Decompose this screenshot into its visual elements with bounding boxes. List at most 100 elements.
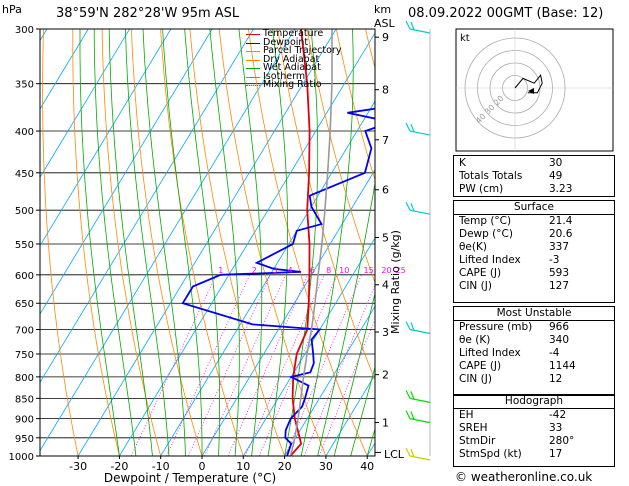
series-dewpoint <box>181 107 375 456</box>
wind-barb <box>409 28 431 34</box>
wind-barb-flag <box>405 201 411 211</box>
mu-value: 12 <box>549 373 563 385</box>
pressure-tick-label: 900 <box>15 415 34 426</box>
dry-adiabat-line <box>189 29 285 456</box>
surface-label: Dewp (°C) <box>459 228 513 240</box>
temperature-tick-label: 40 <box>360 460 374 473</box>
hodo-row: StmSpd (kt) 17 <box>454 448 614 461</box>
mu-value: 1144 <box>549 360 576 372</box>
mu-row: θe (K) 340 <box>454 334 614 347</box>
legend-label: Temperature <box>263 28 324 39</box>
wet-adiabat-line <box>108 29 153 456</box>
wind-barb-flag <box>410 448 415 458</box>
mixing-ratio-label: 8 <box>326 266 331 275</box>
isotherm-line <box>160 100 375 456</box>
legend-label: Dry Adiabat <box>263 53 320 65</box>
mixing-ratio-label: 2 <box>252 266 257 275</box>
index-value: 30 <box>549 157 563 169</box>
surface-title: Surface <box>513 201 554 213</box>
pressure-tick-label: 600 <box>15 271 34 282</box>
hodo-value: -42 <box>549 409 567 421</box>
km-tick-label: 5 <box>382 231 389 244</box>
most-unstable-box: Most Unstable Pressure (mb) 966 θe (K) 340… <box>453 306 615 396</box>
dry-adiabat-line <box>306 29 375 284</box>
legend-label: Mixing Ratio <box>263 79 322 90</box>
plot-frame <box>39 28 376 457</box>
isotherm-line <box>40 29 172 247</box>
isotherm-line <box>77 29 337 456</box>
legend-swatch <box>246 76 260 78</box>
credit-text: © weatheronline.co.uk <box>455 470 593 484</box>
isotherm-line <box>40 29 89 110</box>
mixing-ratio-label: 20 <box>381 266 391 275</box>
legend-swatch <box>246 42 260 44</box>
surface-row: Dewp (°C) 20.6 <box>454 228 614 241</box>
wet-adiabat-line <box>350 365 375 456</box>
index-label: K <box>459 157 466 169</box>
legend-swatch <box>246 51 260 52</box>
pressure-tick-label: 750 <box>15 350 34 361</box>
dry-adiabat-line <box>42 29 79 456</box>
series-temperature <box>289 29 311 456</box>
surface-label: CIN (J) <box>459 280 492 292</box>
hodo-label: StmSpd (kt) <box>459 448 522 460</box>
wind-barbs <box>405 20 431 461</box>
wind-barb-flag <box>410 21 415 31</box>
indices-box: K 30 Totals Totals 49 PW (cm) 3.23 <box>453 155 615 197</box>
surface-row: Temp (°C) 21.4 <box>454 215 614 228</box>
surface-value: 21.4 <box>549 215 573 227</box>
mixing-ratio-line <box>284 274 362 456</box>
dry-adiabat-line <box>131 29 203 456</box>
wind-barb <box>409 328 431 335</box>
legend-label: Isotherm <box>263 70 306 82</box>
mu-row: Lifted Index -4 <box>454 347 614 360</box>
mixing-ratio-label: 1 <box>218 266 223 275</box>
pressure-tick-label: 350 <box>15 80 34 91</box>
wind-barb <box>409 455 431 461</box>
wind-barb <box>409 397 431 403</box>
wind-barb-flag <box>410 391 415 400</box>
mu-value: 340 <box>549 334 570 346</box>
hodo-value: 17 <box>549 448 563 460</box>
wind-barb-flag <box>410 123 415 133</box>
mu-label: Pressure (mb) <box>459 321 533 333</box>
wind-barb-flag <box>410 411 415 420</box>
station-location: 38°59'N 282°28'W 95m ASL <box>56 6 240 21</box>
temperature-tick-label: -20 <box>110 460 128 473</box>
index-row: Totals Totals 49 <box>454 170 614 183</box>
wet-adiabat-line <box>300 29 354 456</box>
dry-adiabat-line <box>101 29 162 456</box>
isotherm-line <box>201 168 375 456</box>
wind-barb-flag <box>405 20 411 30</box>
mixing-ratio-label: 3 <box>272 266 277 275</box>
wind-barb-flag <box>405 410 411 419</box>
mu-label: CAPE (J) <box>459 360 502 372</box>
wet-adiabat-line <box>267 29 288 456</box>
dry-adiabat-line <box>277 29 375 381</box>
legend-swatch <box>246 34 260 35</box>
mu-row: CIN (J) 12 <box>454 373 614 386</box>
km-tick-label: 8 <box>382 84 389 97</box>
mixing-ratio-label: 6 <box>310 266 315 275</box>
wet-adiabat-line <box>79 29 120 456</box>
hodo-label: EH <box>459 409 474 421</box>
mu-label: CIN (J) <box>459 373 492 385</box>
surface-value: -3 <box>549 254 560 266</box>
wet-adiabat-line <box>238 29 263 456</box>
mu-row: CAPE (J) 1144 <box>454 360 614 373</box>
mu-value: 966 <box>549 321 570 333</box>
hodo-value: 33 <box>549 422 563 434</box>
surface-value: 337 <box>549 241 570 253</box>
km-tick-label: 1 <box>382 417 389 430</box>
pressure-tick-label: 650 <box>15 299 34 310</box>
series-parcel-trajectory <box>289 29 333 456</box>
temperature-tick-label: 20 <box>278 460 292 473</box>
wind-barb-flag <box>405 122 411 132</box>
surface-value: 593 <box>549 267 570 279</box>
pressure-tick-label: 950 <box>15 434 34 445</box>
wind-barb <box>409 418 431 424</box>
hodograph-table-title: Hodograph <box>504 395 564 407</box>
surface-box: Surface Temp (°C) 21.4 Dewp (°C) 20.6 θe(K… <box>453 200 615 303</box>
wind-barb-flag <box>405 447 411 457</box>
